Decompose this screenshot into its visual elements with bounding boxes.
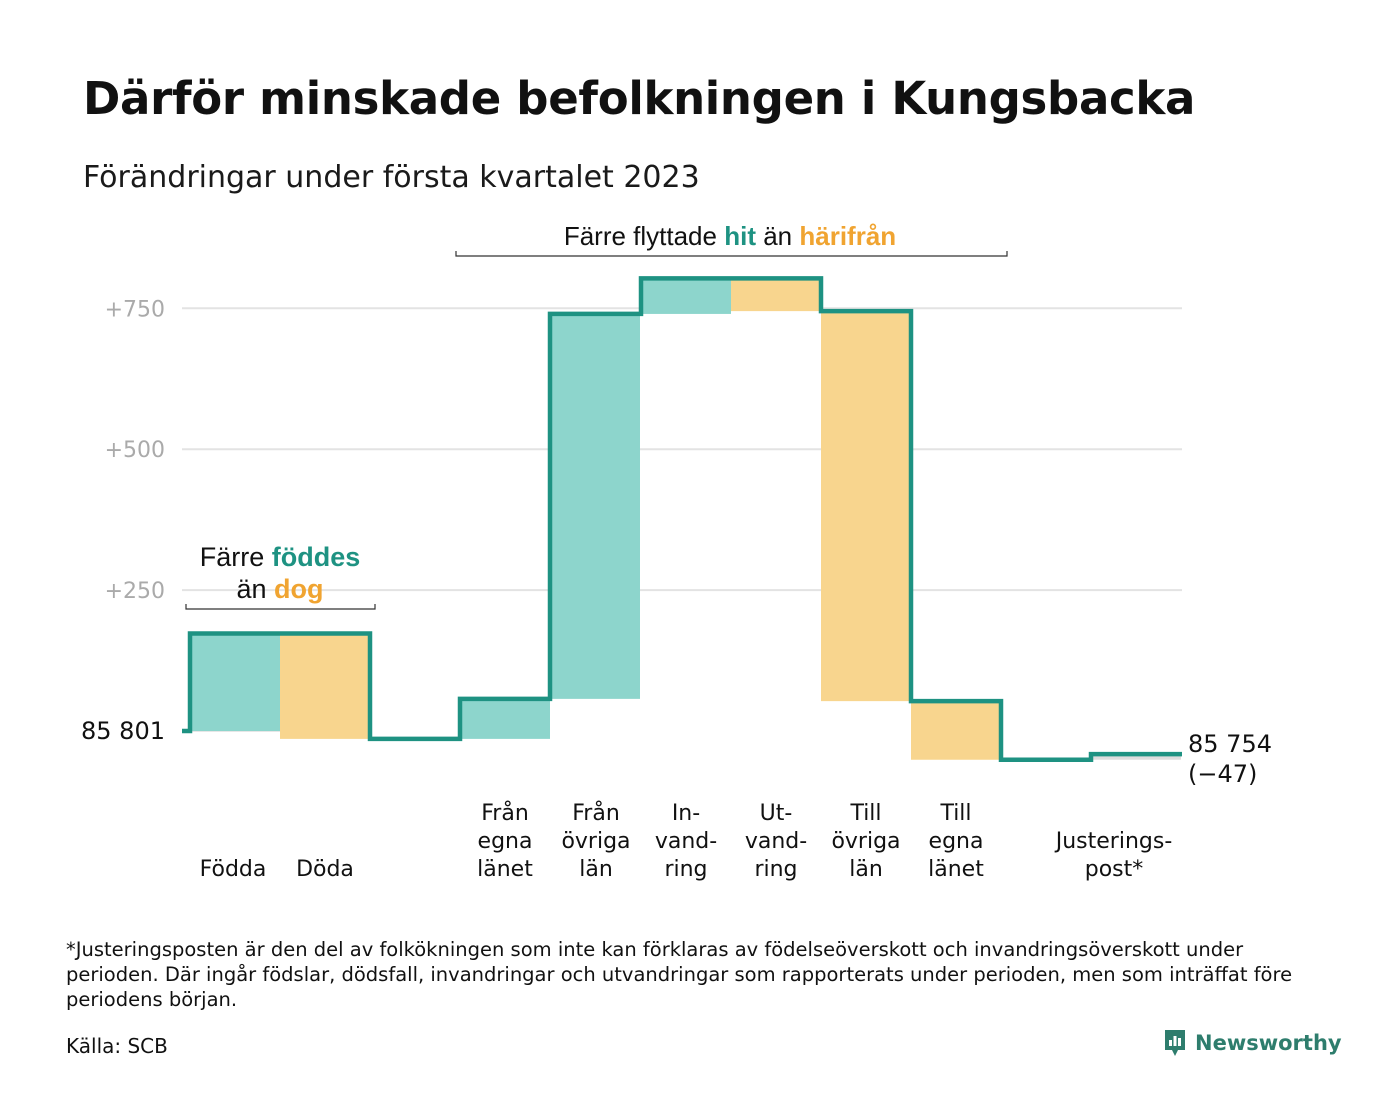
bar-to_other_counties bbox=[821, 311, 911, 702]
category-label: Födda bbox=[200, 857, 267, 882]
running-total-line bbox=[182, 276, 1182, 762]
category-label: Till bbox=[939, 801, 971, 826]
category-label: Till bbox=[849, 801, 881, 826]
annotation-migration-part: härifrån bbox=[799, 221, 896, 251]
category-label: ring bbox=[754, 857, 797, 882]
annotation-births-deaths-part: än bbox=[236, 574, 274, 604]
bar-to_own_county bbox=[911, 701, 1001, 760]
bar-immigration bbox=[641, 278, 731, 314]
brand-logo: Newsworthy bbox=[1163, 1028, 1342, 1058]
category-label: länet bbox=[477, 857, 533, 882]
annotation-births-deaths-part: dog bbox=[274, 574, 323, 604]
newsworthy-logo-icon bbox=[1165, 1030, 1185, 1056]
annotation-births-deaths-part: föddes bbox=[272, 542, 361, 572]
annotation-births-deaths: Färre föddes bbox=[200, 542, 361, 572]
annotation-migration-part: än bbox=[756, 221, 799, 251]
category-label: Justerings- bbox=[1054, 829, 1173, 854]
category-label: län bbox=[579, 857, 613, 882]
category-label: vand- bbox=[745, 829, 807, 854]
bar-from_other_counties bbox=[550, 313, 640, 699]
y-tick-label: +750 bbox=[105, 297, 165, 322]
bracket-migration bbox=[455, 251, 1008, 257]
bar-doda bbox=[280, 633, 370, 739]
start-value-label: 85 801 bbox=[81, 717, 165, 745]
annotation-migration-part: hit bbox=[724, 221, 756, 251]
category-label: vand- bbox=[655, 829, 717, 854]
footnote: *Justeringsposten är den del av folkökni… bbox=[66, 938, 1293, 1011]
annotation-migration: Färre flyttade hit än härifrån bbox=[564, 221, 896, 251]
end-value-label: 85 754 bbox=[1188, 730, 1272, 758]
bar-emigration bbox=[731, 278, 821, 312]
category-label: In- bbox=[672, 801, 700, 826]
chart-subtitle: Förändringar under första kvartalet 2023 bbox=[83, 160, 700, 195]
category-label: Döda bbox=[296, 857, 354, 882]
bar-adjustment bbox=[1091, 754, 1181, 760]
category-label: Från bbox=[481, 800, 529, 826]
brand-name: Newsworthy bbox=[1195, 1031, 1342, 1055]
category-label: övriga bbox=[831, 829, 900, 854]
annotation-migration-part: Färre flyttade bbox=[564, 221, 724, 251]
bar-fodda bbox=[190, 633, 280, 731]
waterfall-chart: +750 +500 +250 85 801 85 754(−47) Födda Döda Fr… bbox=[81, 221, 1272, 882]
category-label: post* bbox=[1085, 857, 1144, 882]
bar-from_own_county bbox=[460, 698, 550, 739]
annotation-births-deaths: än dog bbox=[236, 574, 323, 604]
y-tick-label: +500 bbox=[105, 438, 165, 463]
category-label: Från bbox=[572, 800, 620, 826]
category-label: egna bbox=[478, 829, 533, 854]
annotation-births-deaths-part: Färre bbox=[200, 542, 272, 572]
category-label: län bbox=[849, 857, 883, 882]
chart-title: Därför minskade befolkningen i Kungsback… bbox=[83, 72, 1196, 125]
bracket-births-deaths bbox=[185, 604, 376, 610]
category-label: övriga bbox=[561, 829, 630, 854]
source-label: Källa: SCB bbox=[66, 1034, 168, 1058]
category-label: länet bbox=[928, 857, 984, 882]
category-label: Ut- bbox=[760, 801, 793, 826]
category-label: egna bbox=[929, 829, 984, 854]
y-tick-label: +250 bbox=[105, 579, 165, 604]
category-label: ring bbox=[664, 857, 707, 882]
end-change-label: (−47) bbox=[1188, 760, 1257, 788]
